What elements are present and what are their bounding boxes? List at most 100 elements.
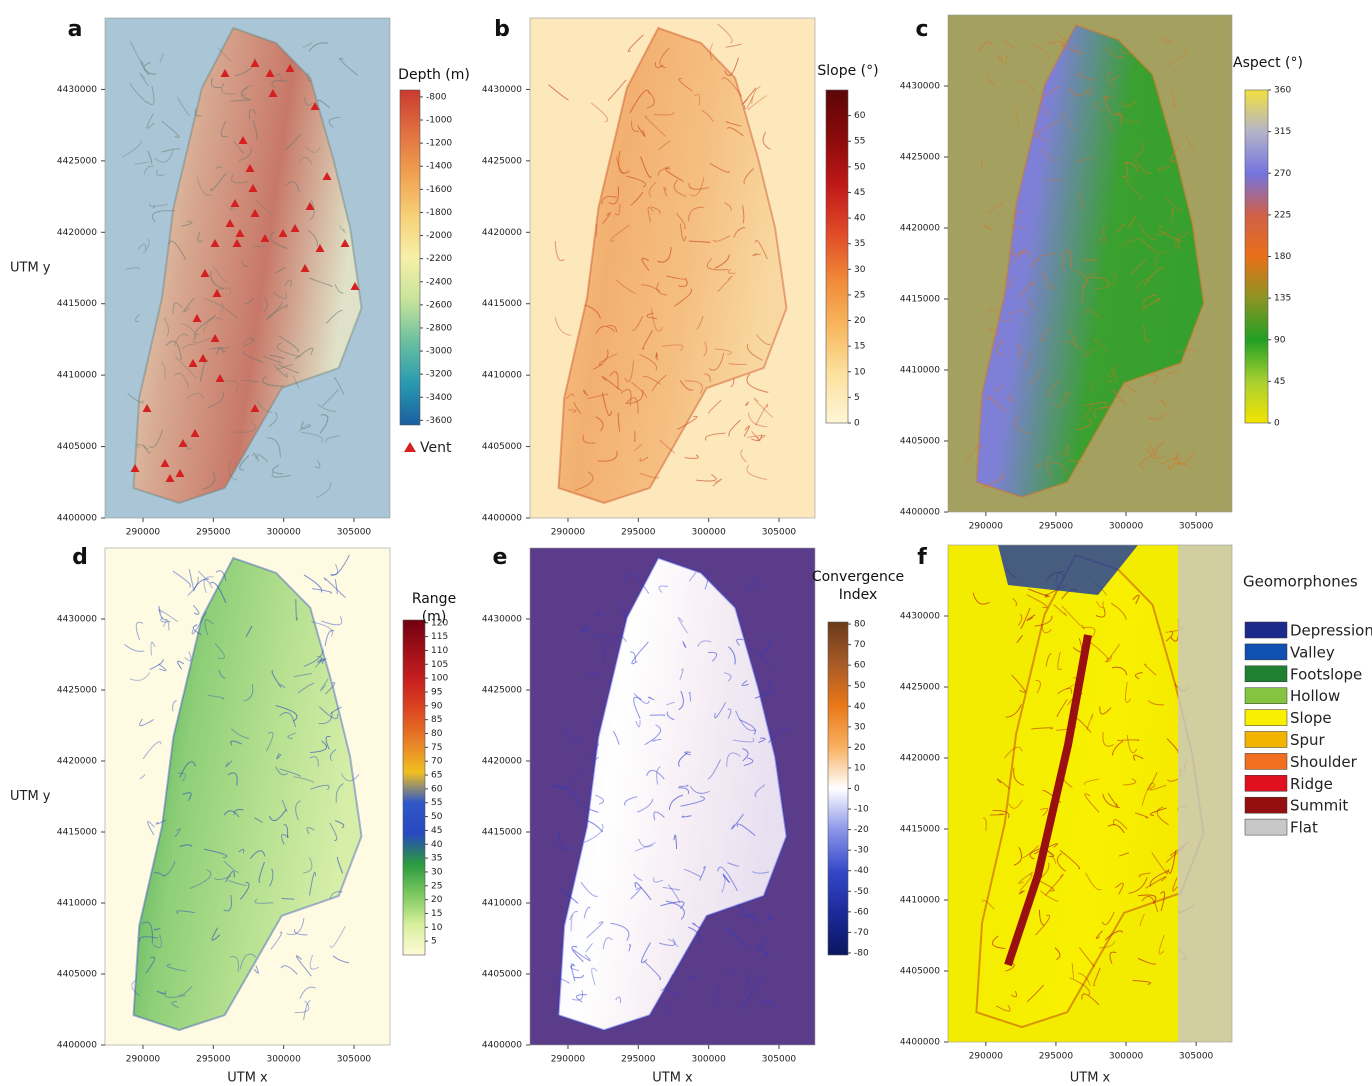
colorbar-tick-label: 90 — [1274, 335, 1286, 345]
colorbar-tick-label: 115 — [431, 632, 448, 642]
colorbar-tick-label: -800 — [426, 92, 447, 102]
colorbar-tick-label: 40 — [431, 840, 443, 850]
legend-label: Footslope — [1290, 665, 1362, 683]
x-axis-title: UTM x — [652, 1071, 693, 1086]
y-tick-label: 4420000 — [57, 228, 97, 238]
colorbar-tick-label: 55 — [431, 798, 442, 808]
y-tick-label: 4405000 — [57, 442, 97, 452]
colorbar-tick-label: -1000 — [426, 116, 452, 126]
y-tick-label: 4420000 — [900, 754, 940, 764]
panel-label: f — [917, 545, 927, 570]
x-tick-label: 305000 — [762, 1055, 797, 1065]
legend-swatch — [1245, 775, 1287, 791]
x-tick-label: 300000 — [266, 1055, 301, 1065]
colorbar-tick-label: 50 — [431, 812, 443, 822]
colorbar-tick-label: 90 — [431, 701, 443, 711]
colorbar-tick-label: -2800 — [426, 323, 452, 333]
colorbar-tick-label: 0 — [1274, 419, 1280, 429]
map-e — [530, 548, 815, 1045]
colorbar-tick-label: -1200 — [426, 139, 452, 149]
x-tick-label: 300000 — [691, 528, 726, 538]
y-tick-label: 4415000 — [482, 299, 522, 309]
y-tick-label: 4420000 — [482, 757, 522, 767]
x-tick-label: 295000 — [196, 528, 231, 538]
legend-swatch — [1245, 732, 1287, 748]
legend-swatch — [1245, 644, 1287, 660]
colorbar-tick-label: 270 — [1274, 169, 1291, 179]
y-tick-label: 4420000 — [57, 757, 97, 767]
x-tick-label: 295000 — [621, 1055, 656, 1065]
colorbar-tick-label: 25 — [854, 290, 865, 300]
colorbar-tick-label: 105 — [431, 660, 448, 670]
flat-zone — [1178, 545, 1238, 1042]
map-figure: a 290000 295000 300000 305000 4400000 4405000 4… — [0, 0, 1372, 1086]
x-tick-label: 300000 — [691, 1055, 726, 1065]
colorbar-tick-label: 50 — [854, 162, 866, 172]
legend-label: Valley — [1290, 643, 1335, 661]
colorbar-title: Depth (m) — [398, 66, 470, 84]
colorbar-tick-label: 5 — [854, 393, 860, 403]
x-axis-title: UTM x — [227, 1071, 268, 1086]
colorbar-tick-label: 70 — [854, 640, 866, 650]
colorbar-tick-label: 135 — [1274, 294, 1291, 304]
colorbar-tick-label: 35 — [854, 239, 865, 249]
y-tick-label: 4400000 — [57, 514, 97, 524]
colorbar-tick-label: -80 — [854, 948, 869, 958]
colorbar-tick-label: 360 — [1274, 86, 1291, 96]
y-tick-label: 4405000 — [900, 437, 940, 447]
legend-label: Depression — [1290, 622, 1372, 640]
y-tick-label: 4415000 — [900, 295, 940, 305]
colorbar-tick-label: 100 — [431, 674, 448, 684]
legend-marker — [404, 442, 416, 452]
colorbar-tick-label: 55 — [854, 137, 865, 147]
x-tick-label: 295000 — [621, 528, 656, 538]
y-tick-label: 4400000 — [482, 1041, 522, 1051]
colorbar-tick-label: 225 — [1274, 210, 1291, 220]
legend-label: Slope — [1290, 709, 1332, 727]
legend-swatch — [1245, 622, 1287, 638]
colorbar — [1245, 90, 1268, 423]
y-tick-label: 4400000 — [482, 514, 522, 524]
legend-label: Vent — [420, 440, 452, 456]
colorbar-tick-label: 60 — [431, 784, 443, 794]
colorbar-tick-label: 110 — [431, 646, 448, 656]
colorbar-tick-label: 60 — [854, 111, 866, 121]
colorbar-tick-label: -40 — [854, 866, 869, 876]
colorbar-tick-label: 15 — [854, 342, 865, 352]
y-tick-label: 4430000 — [482, 615, 522, 625]
panel-label: c — [915, 17, 928, 42]
legend-swatch — [1245, 819, 1287, 835]
colorbar-tick-label: 40 — [854, 702, 866, 712]
y-tick-label: 4425000 — [900, 153, 940, 163]
colorbar-tick-label: 10 — [854, 763, 866, 773]
colorbar-tick-label: 70 — [431, 757, 443, 767]
y-tick-label: 4405000 — [482, 970, 522, 980]
colorbar-tick-label: 35 — [431, 854, 442, 864]
colorbar — [403, 620, 425, 955]
colorbar-tick-label: -2200 — [426, 254, 452, 264]
colorbar-title: Slope (°) — [808, 62, 888, 80]
y-tick-label: 4420000 — [482, 228, 522, 238]
legend-label: Spur — [1290, 731, 1326, 749]
colorbar-tick-label: 95 — [431, 687, 442, 697]
colorbar — [400, 90, 420, 425]
x-tick-label: 290000 — [126, 528, 161, 538]
legend-label: Ridge — [1290, 775, 1333, 793]
y-tick-label: 4425000 — [482, 156, 522, 166]
panel-label: a — [68, 17, 83, 42]
x-axis-title: UTM x — [1070, 1071, 1111, 1086]
y-tick-label: 4405000 — [57, 970, 97, 980]
colorbar-tick-label: 60 — [854, 661, 866, 671]
colorbar-tick-label: 30 — [854, 722, 866, 732]
y-tick-label: 4430000 — [482, 85, 522, 95]
y-tick-label: 4410000 — [57, 899, 97, 909]
x-tick-label: 305000 — [337, 528, 372, 538]
y-tick-label: 4410000 — [57, 371, 97, 381]
colorbar-title: Range (m) — [398, 590, 470, 626]
colorbar-tick-label: 80 — [431, 729, 443, 739]
y-tick-label: 4430000 — [900, 82, 940, 92]
colorbar-tick-label: -2600 — [426, 300, 452, 310]
colorbar-tick-label: 50 — [854, 681, 866, 691]
colorbar-tick-label: 85 — [431, 715, 442, 725]
y-tick-label: 4410000 — [482, 899, 522, 909]
